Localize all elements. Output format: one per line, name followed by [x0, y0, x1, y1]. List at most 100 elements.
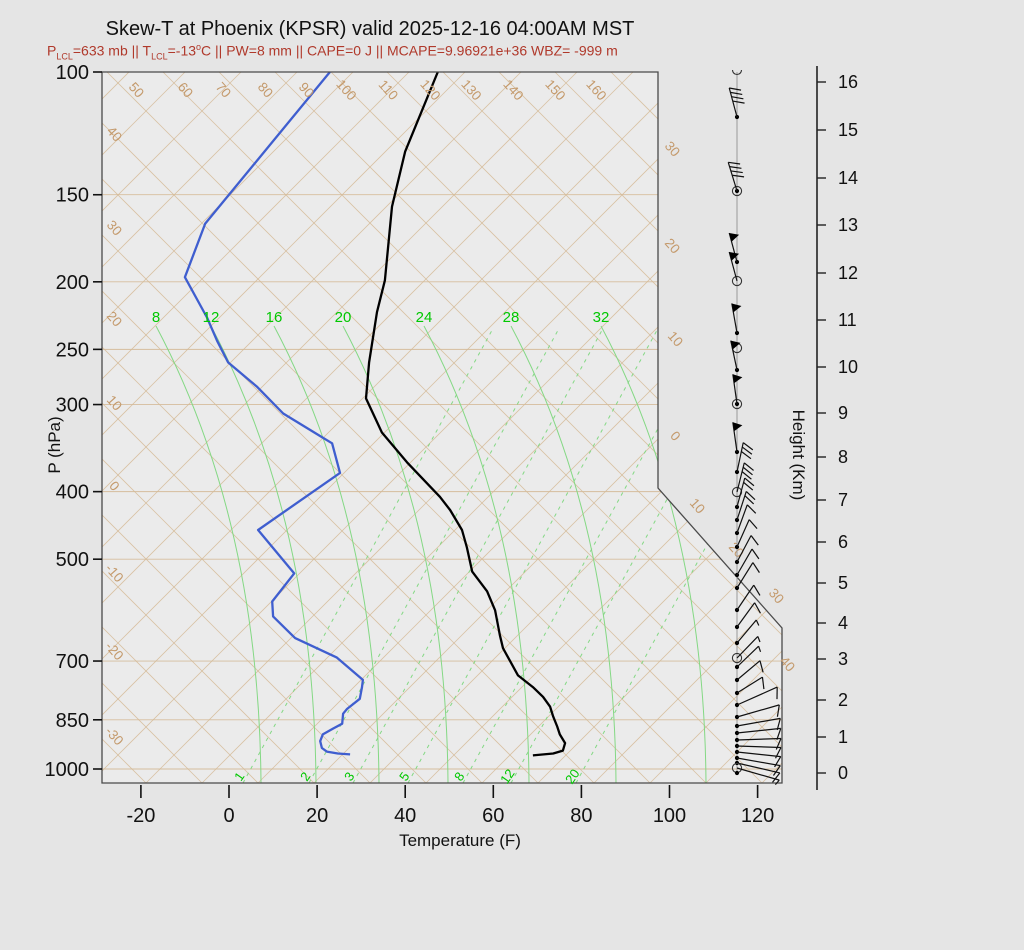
svg-text:15: 15: [838, 120, 858, 140]
svg-text:400: 400: [56, 482, 89, 504]
temperature-curve: [364, 72, 567, 757]
svg-text:20: 20: [726, 539, 747, 560]
svg-text:16: 16: [266, 309, 283, 326]
svg-text:3: 3: [838, 649, 848, 669]
svg-text:10: 10: [104, 392, 125, 413]
wind-barb: [731, 69, 743, 76]
svg-text:0: 0: [223, 805, 234, 827]
chart-title: Skew-T at Phoenix (KPSR) valid 2025-12-1…: [105, 18, 635, 40]
svg-text:24: 24: [416, 309, 433, 326]
chart-subtitle: PLCL=633 mb || TLCL=-13oC || PW=8 mm || …: [47, 42, 618, 62]
wind-barb: [728, 232, 740, 265]
wind-barb: [734, 686, 778, 708]
wind-barb: [734, 602, 761, 630]
svg-text:7: 7: [838, 490, 848, 510]
wind-barb: [734, 717, 781, 731]
svg-text:8: 8: [838, 447, 848, 467]
svg-text:30: 30: [766, 585, 787, 606]
svg-text:12: 12: [203, 309, 220, 326]
svg-text:20: 20: [104, 308, 125, 329]
svg-text:16: 16: [838, 72, 858, 92]
svg-text:30: 30: [104, 217, 125, 238]
svg-text:10: 10: [665, 328, 686, 349]
height-axis-title: Height (Km): [789, 409, 808, 501]
wind-barb: [734, 504, 757, 536]
svg-text:11: 11: [838, 310, 857, 330]
plot-border: [101, 71, 783, 784]
wind-barb: [734, 727, 782, 740]
wind-barb: [734, 660, 764, 683]
pressure-axis: 100 150 200 250 300 400 500 700 850 1000: [45, 62, 102, 781]
svg-text:40: 40: [777, 653, 798, 674]
svg-text:12: 12: [497, 766, 518, 786]
svg-text:90: 90: [296, 79, 317, 100]
wind-barb: [734, 491, 756, 523]
wind-barb: [734, 442, 754, 475]
svg-text:20: 20: [662, 235, 683, 256]
y-axis-title: P (hPa): [45, 416, 64, 474]
svg-text:2: 2: [838, 690, 848, 710]
wind-barb: [734, 477, 755, 510]
dewpoint-curve: [183, 72, 365, 756]
wind-barb: [734, 535, 759, 565]
svg-text:0: 0: [838, 763, 848, 783]
wind-barb: [731, 462, 754, 498]
wind-barb: [728, 87, 745, 120]
svg-text:250: 250: [56, 339, 89, 361]
plot-area: [102, 72, 782, 783]
background-lattice: [102, 72, 782, 783]
wind-barb: [734, 562, 760, 591]
svg-text:4: 4: [838, 613, 848, 633]
temperature-axis: -20 0 20 40 60 80 100 120: [126, 785, 774, 827]
svg-text:80: 80: [570, 805, 592, 827]
svg-text:40: 40: [104, 123, 125, 144]
svg-text:-20: -20: [126, 805, 155, 827]
svg-text:60: 60: [482, 805, 504, 827]
svg-text:14: 14: [838, 168, 858, 188]
svg-text:13: 13: [838, 215, 858, 235]
svg-text:1: 1: [838, 727, 848, 747]
svg-text:10: 10: [838, 357, 858, 377]
svg-text:40: 40: [394, 805, 416, 827]
moist-adiabat-labels: 8 12 16 20 24 28 32: [152, 309, 610, 326]
wind-barb: [727, 161, 745, 197]
wind-barb: [734, 676, 765, 696]
svg-text:28: 28: [503, 309, 520, 326]
wind-barb: [734, 548, 760, 578]
svg-text:100: 100: [653, 805, 686, 827]
wind-barb: [734, 755, 781, 776]
wind-barb: [731, 303, 742, 336]
svg-text:20: 20: [562, 766, 583, 786]
svg-text:300: 300: [56, 395, 89, 417]
svg-text:50: 50: [126, 79, 147, 100]
wind-barb: [731, 636, 761, 664]
wind-barb: [734, 704, 780, 720]
wind-barb: [734, 770, 740, 776]
svg-text:80: 80: [255, 79, 276, 100]
svg-text:10: 10: [687, 495, 708, 516]
svg-text:700: 700: [56, 651, 89, 673]
wind-barb: [732, 422, 743, 455]
svg-text:32: 32: [593, 309, 610, 326]
wind-barb: [731, 374, 743, 410]
svg-text:0: 0: [667, 428, 683, 444]
wind-barb: [730, 340, 741, 373]
svg-text:9: 9: [838, 403, 848, 423]
wind-barb: [734, 645, 762, 670]
wind-barb: [734, 584, 761, 613]
svg-text:150: 150: [56, 185, 89, 207]
svg-text:20: 20: [306, 805, 328, 827]
svg-text:1000: 1000: [45, 759, 90, 781]
svg-text:500: 500: [56, 549, 89, 571]
svg-text:6: 6: [838, 532, 848, 552]
svg-text:8: 8: [152, 309, 160, 326]
wind-barb: [728, 251, 743, 287]
wind-barbs: [727, 69, 782, 786]
svg-text:12: 12: [838, 263, 858, 283]
svg-text:200: 200: [56, 272, 89, 294]
svg-text:60: 60: [175, 79, 196, 100]
svg-text:120: 120: [741, 805, 774, 827]
